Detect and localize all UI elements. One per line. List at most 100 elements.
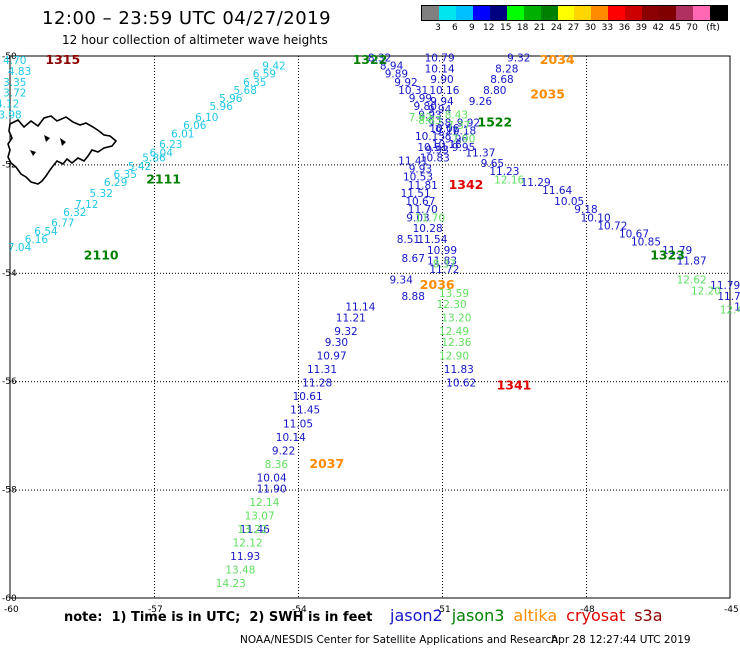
pass-number: 2110 bbox=[84, 247, 119, 262]
grid-dot bbox=[298, 68, 299, 69]
grid-dot bbox=[229, 489, 230, 491]
grid-dot bbox=[298, 182, 299, 183]
grid-dot bbox=[154, 254, 155, 255]
grid-dot bbox=[193, 489, 194, 491]
grid-dot bbox=[154, 437, 155, 438]
grid-dot bbox=[586, 566, 587, 567]
grid-dot bbox=[181, 381, 182, 383]
grid-dot bbox=[154, 381, 155, 383]
grid-dot bbox=[238, 164, 239, 166]
wave-height-value: 10.15 bbox=[415, 131, 445, 143]
legend-label: 12 bbox=[483, 23, 495, 33]
wave-height-value: 10.10 bbox=[581, 212, 611, 224]
grid-dot bbox=[691, 272, 692, 274]
grid-dot bbox=[274, 489, 275, 491]
grid-dot bbox=[298, 482, 299, 483]
grid-dot bbox=[154, 329, 155, 330]
grid-dot bbox=[229, 272, 230, 274]
grid-dot bbox=[442, 521, 443, 522]
grid-dot bbox=[442, 530, 443, 531]
grid-dot bbox=[643, 489, 644, 491]
grid-dot bbox=[376, 272, 377, 274]
grid-dot bbox=[154, 494, 155, 495]
grid-dot bbox=[286, 164, 287, 166]
grid-dot bbox=[586, 269, 587, 270]
grid-dot bbox=[154, 128, 155, 129]
grid-dot bbox=[592, 164, 593, 166]
grid-dot bbox=[298, 254, 299, 255]
grid-dot bbox=[172, 164, 173, 166]
grid-dot bbox=[154, 320, 155, 321]
grid-dot bbox=[442, 392, 443, 393]
grid-dot bbox=[658, 272, 659, 274]
grid-dot bbox=[298, 122, 299, 123]
satellite-key-jason2: jason2 bbox=[390, 606, 443, 625]
grid-dot bbox=[586, 557, 587, 558]
grid-dot bbox=[154, 62, 155, 63]
grid-dot bbox=[406, 489, 407, 491]
grid-dot bbox=[154, 212, 155, 213]
grid-dot bbox=[76, 381, 77, 383]
grid-dot bbox=[298, 368, 299, 369]
grid-dot bbox=[154, 485, 155, 486]
grid-dot bbox=[364, 164, 365, 166]
grid-dot bbox=[520, 381, 521, 383]
wave-height-value: 9.65 bbox=[481, 158, 504, 170]
grid-dot bbox=[127, 381, 128, 383]
wave-height-value: 10.97 bbox=[317, 351, 347, 363]
grid-dot bbox=[208, 164, 209, 166]
grid-dot bbox=[586, 188, 587, 189]
grid-dot bbox=[442, 320, 443, 321]
grid-dot bbox=[154, 191, 155, 192]
legend-swatch bbox=[540, 6, 558, 20]
grid-dot bbox=[61, 164, 62, 166]
grid-dot bbox=[586, 59, 587, 60]
grid-dot bbox=[604, 164, 605, 166]
grid-dot bbox=[586, 332, 587, 333]
grid-dot bbox=[298, 251, 299, 252]
wave-height-value: 11.23 bbox=[489, 166, 519, 178]
grid-dot bbox=[373, 164, 374, 166]
grid-dot bbox=[112, 381, 113, 383]
grid-dot bbox=[442, 227, 443, 228]
grid-dot bbox=[586, 380, 587, 381]
grid-dot bbox=[586, 464, 587, 465]
grid-dot bbox=[382, 489, 383, 491]
grid-dot bbox=[322, 164, 323, 166]
wave-height-value: 12.12 bbox=[233, 538, 263, 550]
grid-dot bbox=[298, 506, 299, 507]
grid-dot bbox=[352, 272, 353, 274]
grid-dot bbox=[442, 248, 443, 249]
grid-dot bbox=[208, 272, 209, 274]
grid-dot bbox=[586, 353, 587, 354]
wave-height-value: 7.12 bbox=[75, 199, 98, 211]
grid-dot bbox=[442, 419, 443, 420]
grid-dot bbox=[604, 272, 605, 274]
grid-dot bbox=[298, 596, 299, 597]
grid-dot bbox=[442, 404, 443, 405]
grid-dot bbox=[70, 489, 71, 491]
grid-dot bbox=[622, 272, 623, 274]
grid-dot bbox=[337, 164, 338, 166]
wave-height-value: 9.95 bbox=[452, 142, 475, 154]
grid-dot bbox=[382, 272, 383, 274]
grid-dot bbox=[283, 489, 284, 491]
grid-dot bbox=[106, 489, 107, 491]
grid-dot bbox=[586, 548, 587, 549]
grid-dot bbox=[298, 467, 299, 468]
grid-dot bbox=[430, 489, 431, 491]
grid-dot bbox=[154, 242, 155, 243]
grid-dot bbox=[154, 461, 155, 462]
grid-dot bbox=[298, 71, 299, 72]
grid-dot bbox=[442, 74, 443, 75]
grid-dot bbox=[718, 381, 719, 383]
grid-dot bbox=[553, 381, 554, 383]
grid-dot bbox=[190, 272, 191, 274]
grid-dot bbox=[154, 161, 155, 162]
wave-height-value: 9.80 bbox=[414, 101, 437, 113]
grid-dot bbox=[298, 209, 299, 210]
grid-dot bbox=[34, 381, 35, 383]
grid-dot bbox=[586, 248, 587, 249]
grid-dot bbox=[442, 563, 443, 564]
wave-height-value: 7.37 bbox=[447, 120, 470, 132]
